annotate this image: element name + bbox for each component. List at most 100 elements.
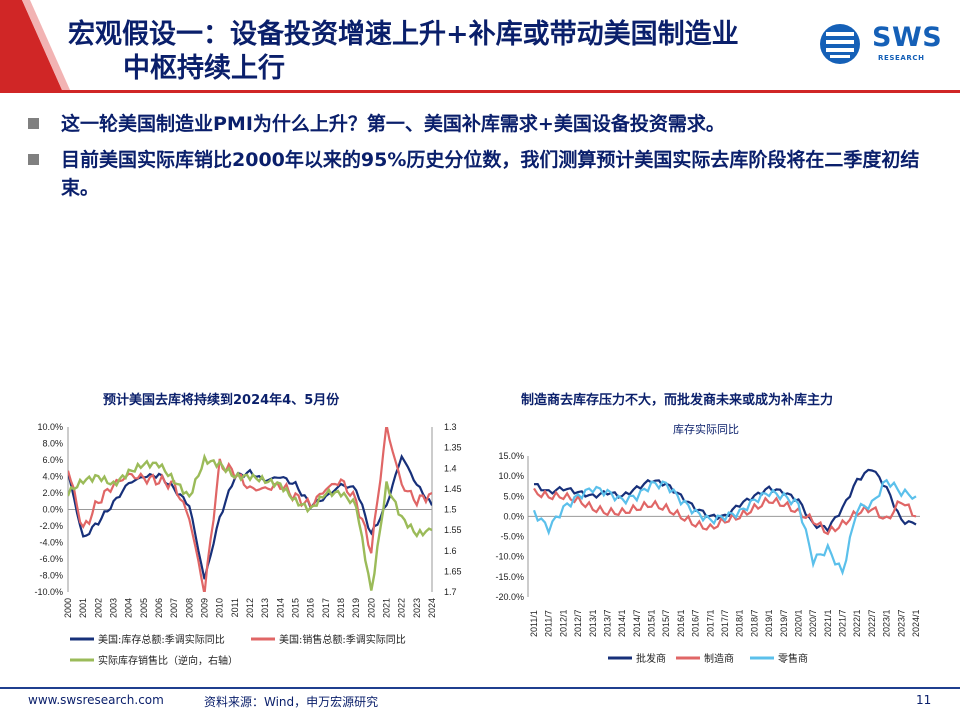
chart2-series-line xyxy=(533,487,917,536)
chart1-x-tick-label: 2000 xyxy=(63,598,73,618)
bullet-item: 目前美国实际库销比2000年以来的95%历史分位数，我们测算预计美国实际去库阶段… xyxy=(28,146,928,202)
chart1-y-left-tick-label: 2.0% xyxy=(42,488,63,498)
chart1-x-tick-label: 2002 xyxy=(93,598,103,618)
chart2-x-tick-label: 2014/7 xyxy=(632,609,642,637)
chart2-x-tick-label: 2019/7 xyxy=(779,609,789,637)
chart2-x-tick-label: 2015/7 xyxy=(661,609,671,637)
chart2-x-tick-label: 2013/1 xyxy=(588,609,598,637)
chart2-x-tick-label: 2012/1 xyxy=(558,609,568,637)
logo-subtext: RESEARCH xyxy=(878,54,925,62)
chart1-y-left-tick-label: 0.0% xyxy=(42,505,63,515)
chart1-y-right-tick-label: 1.4 xyxy=(444,463,457,473)
chart2-x-tick-label: 2016/7 xyxy=(691,609,701,637)
sws-logo-icon xyxy=(820,24,860,64)
chart1-x-tick-label: 2014 xyxy=(275,598,285,618)
title-banner-shape xyxy=(0,0,70,90)
chart2-x-tick-label: 2022/1 xyxy=(852,609,862,637)
bullet-text: 这一轮美国制造业PMI为什么上升？第一、美国补库需求+美国设备投资需求。 xyxy=(61,113,725,135)
chart2-x-tick-label: 2017/1 xyxy=(705,609,715,637)
chart2-subtitle: 库存实际同比 xyxy=(673,422,739,436)
chart2-legend-label: 零售商 xyxy=(778,652,808,665)
chart1-x-tick-label: 2016 xyxy=(306,598,316,618)
chart2-x-tick-label: 2020/1 xyxy=(793,609,803,637)
chart2-x-tick-label: 2013/7 xyxy=(602,609,612,637)
chart2-series-line xyxy=(532,478,917,576)
chart1-x-tick-label: 2009 xyxy=(200,598,210,618)
chart1-x-tick-label: 2020 xyxy=(366,598,376,618)
chart1-legend-label: 实际库存销售比（逆向，右轴） xyxy=(98,654,238,667)
chart1-y-left-tick-label: -4.0% xyxy=(39,538,63,548)
chart2-x-tick-label: 2021/1 xyxy=(823,609,833,637)
chart1-y-left-tick-label: -6.0% xyxy=(39,554,63,564)
chart1-legend-label: 美国:销售总额:季调实际同比 xyxy=(279,633,406,646)
chart1-x-tick-label: 2006 xyxy=(154,598,164,618)
chart1-series-line xyxy=(68,453,432,591)
logo-text: SWS xyxy=(872,22,943,53)
bullet-square-icon xyxy=(28,118,39,129)
page-number: 11 xyxy=(916,693,932,707)
chart1-y-right-tick-label: 1.35 xyxy=(444,443,462,453)
chart1-x-tick-label: 2019 xyxy=(351,598,361,618)
chart1-x-tick-label: 2023 xyxy=(412,598,422,618)
chart1-x-tick-label: 2022 xyxy=(397,598,407,618)
chart1-y-left-tick-label: 4.0% xyxy=(42,472,63,482)
chart1-x-tick-label: 2008 xyxy=(184,598,194,618)
chart2-legend-label: 批发商 xyxy=(636,652,666,665)
chart1-x-tick-label: 2015 xyxy=(291,598,301,618)
page-title-line2: 中枢持续上行 xyxy=(123,53,285,84)
chart1-x-tick-label: 2021 xyxy=(382,598,392,618)
chart2-x-tick-label: 2011/1 xyxy=(529,610,539,637)
chart1-series-line xyxy=(68,453,432,580)
chart1-y-right-tick-label: 1.7 xyxy=(444,587,457,597)
footer-source: 资料来源：Wind，申万宏源研究 xyxy=(204,695,379,709)
page-title-line1: 宏观假设一：设备投资增速上升+补库或带动美国制造业 xyxy=(68,19,739,50)
chart1-y-right-tick-label: 1.6 xyxy=(444,546,457,556)
chart1-y-right-tick-label: 1.55 xyxy=(444,525,462,535)
chart2-x-tick-label: 2019/1 xyxy=(764,609,774,637)
chart2-series-line xyxy=(533,468,917,534)
chart2-x-tick-label: 2023/1 xyxy=(882,609,892,637)
chart1-x-tick-label: 2011 xyxy=(230,598,240,617)
chart2-x-tick-label: 2023/7 xyxy=(896,609,906,637)
chart1-y-right-tick-label: 1.65 xyxy=(444,566,462,576)
chart1-y-right-tick-label: 1.5 xyxy=(444,505,457,515)
chart1-x-tick-label: 2017 xyxy=(321,598,331,618)
chart1-y-left-tick-label: 10.0% xyxy=(37,422,63,432)
bullet-square-icon xyxy=(28,154,39,165)
chart1-series-line xyxy=(68,427,432,592)
chart1-title: 预计美国去库将持续到2024年4、5月份 xyxy=(103,393,340,408)
chart2-x-tick-label: 2011/7 xyxy=(544,610,554,637)
chart1-x-tick-label: 2012 xyxy=(245,598,255,618)
chart1-x-tick-label: 2001 xyxy=(78,598,88,618)
chart1-x-tick-label: 2018 xyxy=(336,598,346,618)
chart2-x-tick-label: 2020/7 xyxy=(808,609,818,637)
chart2-x-tick-label: 2021/7 xyxy=(838,609,848,637)
chart1-x-tick-label: 2024 xyxy=(427,598,437,618)
chart2-y-tick-label: 10.0% xyxy=(498,471,524,481)
chart2-x-tick-label: 2018/7 xyxy=(749,609,759,637)
chart1-y-left-tick-label: 6.0% xyxy=(42,455,63,465)
chart1-y-left-tick-label: -10.0% xyxy=(34,587,63,597)
chart2-x-tick-label: 2014/1 xyxy=(617,609,627,637)
chart2-y-tick-label: 5.0% xyxy=(503,491,524,501)
chart2-title: 制造商去库存压力不大，而批发商未来或成为补库主力 xyxy=(521,393,834,408)
chart1-x-tick-label: 2003 xyxy=(109,598,119,618)
chart1-legend-label: 美国:库存总额:季调实际同比 xyxy=(98,633,225,646)
chart2-y-tick-label: -5.0% xyxy=(500,532,524,542)
chart2-x-tick-label: 2024/1 xyxy=(911,609,921,637)
chart1-x-tick-label: 2013 xyxy=(260,598,270,618)
chart2-y-tick-label: -20.0% xyxy=(495,592,524,602)
chart1-x-tick-label: 2005 xyxy=(139,598,149,618)
title-divider xyxy=(0,90,960,93)
chart2-legend-label: 制造商 xyxy=(704,652,734,665)
chart2-x-tick-label: 2012/7 xyxy=(573,609,583,637)
chart1-y-left-tick-label: 8.0% xyxy=(42,439,63,449)
chart2-x-tick-label: 2018/1 xyxy=(735,609,745,637)
footer-url[interactable]: www.swsresearch.com xyxy=(28,693,164,707)
chart2-x-tick-label: 2015/1 xyxy=(647,609,657,637)
bullet-item: 这一轮美国制造业PMI为什么上升？第一、美国补库需求+美国设备投资需求。 xyxy=(28,110,928,138)
footer-divider xyxy=(0,687,960,689)
chart2-x-tick-label: 2022/7 xyxy=(867,609,877,637)
bullet-text: 目前美国实际库销比2000年以来的95%历史分位数，我们测算预计美国实际去库阶段… xyxy=(61,149,920,199)
